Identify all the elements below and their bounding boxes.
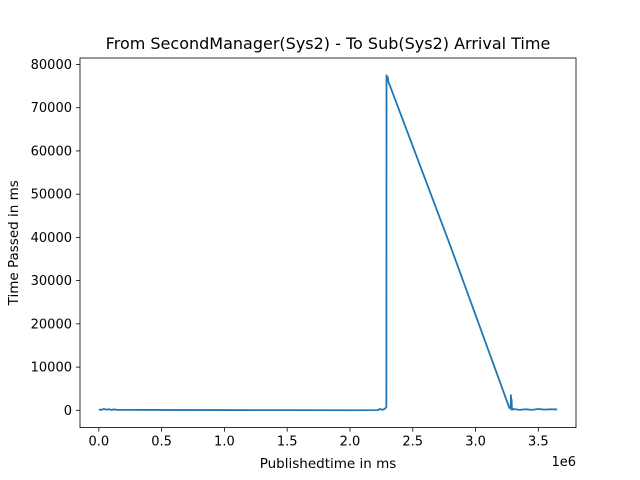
x-tick-label: 0.5 — [151, 435, 172, 450]
x-tick-label: 3.0 — [465, 435, 486, 450]
plot-area — [98, 74, 558, 412]
y-tick-label: 0 — [64, 404, 72, 419]
y-tick-label: 70000 — [31, 101, 72, 116]
x-axis-label: Publishedtime in ms — [260, 456, 397, 472]
y-tick-label: 40000 — [31, 231, 72, 246]
y-tick-label: 60000 — [31, 144, 72, 159]
x-tick-label: 1.5 — [277, 435, 298, 450]
y-tick-label: 80000 — [31, 58, 72, 73]
x-axis: 0.0 0.5 1.0 1.5 2.0 2.5 3.0 3.5 — [88, 427, 549, 450]
axes-frame — [79, 57, 577, 429]
x-tick-label: 1.0 — [214, 435, 235, 450]
y-axis-label: Time Passed in ms — [6, 180, 22, 306]
chart-title: From SecondManager(Sys2) - To Sub(Sys2) … — [106, 34, 551, 53]
series-line-0 — [98, 74, 558, 412]
y-axis: 0 10000 20000 30000 40000 50000 60000 70000 8000… — [31, 58, 80, 419]
x-tick-label: 2.0 — [340, 435, 361, 450]
x-tick-label: 3.5 — [528, 435, 549, 450]
x-axis-offset-label: 1e6 — [551, 455, 576, 470]
y-tick-label: 50000 — [31, 188, 72, 203]
x-tick-label: 2.5 — [402, 435, 423, 450]
x-tick-label: 0.0 — [88, 435, 109, 450]
y-tick-label: 20000 — [31, 317, 72, 332]
y-tick-label: 30000 — [31, 274, 72, 289]
y-tick-label: 10000 — [31, 361, 72, 376]
